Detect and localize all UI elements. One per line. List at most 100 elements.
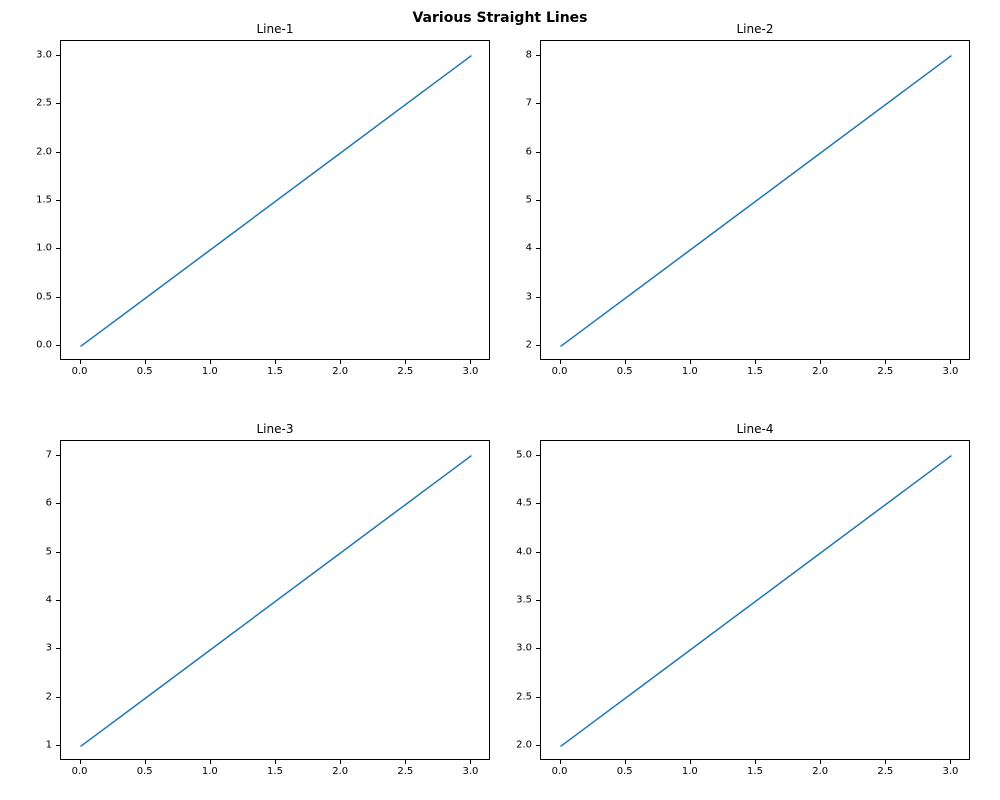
y-tick-label: 8: [492, 49, 532, 60]
y-tick: [56, 600, 60, 601]
y-tick: [56, 297, 60, 298]
x-tick: [885, 360, 886, 364]
x-tick-label: 2.5: [877, 766, 893, 777]
x-tick-label: 2.0: [812, 366, 828, 377]
y-tick: [56, 697, 60, 698]
y-tick: [536, 297, 540, 298]
x-tick-label: 2.5: [397, 366, 413, 377]
subplot-line-4: Line-4 0.00.51.01.52.02.53.02.02.53.03.5…: [540, 440, 970, 760]
y-tick-label: 2.5: [492, 691, 532, 702]
y-tick-label: 2: [12, 691, 52, 702]
x-tick: [275, 760, 276, 764]
x-tick-label: 2.0: [332, 366, 348, 377]
subplot-title: Line-1: [60, 22, 490, 36]
y-tick-label: 5: [492, 195, 532, 206]
x-tick: [340, 360, 341, 364]
axes-frame: [60, 440, 490, 760]
x-tick: [755, 760, 756, 764]
x-tick: [690, 760, 691, 764]
y-tick: [536, 600, 540, 601]
x-tick-label: 0.0: [552, 366, 568, 377]
x-tick-label: 0.5: [137, 366, 153, 377]
y-tick: [56, 503, 60, 504]
y-tick-label: 1.5: [12, 195, 52, 206]
y-tick: [56, 248, 60, 249]
y-tick: [56, 455, 60, 456]
y-tick: [536, 55, 540, 56]
x-tick-label: 1.5: [267, 366, 283, 377]
subplot-title: Line-2: [540, 22, 970, 36]
x-tick-label: 1.0: [202, 766, 218, 777]
x-tick: [470, 760, 471, 764]
line-plot: [541, 441, 971, 761]
x-tick: [690, 360, 691, 364]
subplot-title: Line-3: [60, 422, 490, 436]
x-tick-label: 0.0: [72, 366, 88, 377]
x-tick: [145, 360, 146, 364]
y-tick: [56, 648, 60, 649]
y-tick: [536, 552, 540, 553]
y-tick-label: 3.5: [492, 595, 532, 606]
y-tick: [536, 152, 540, 153]
axes-frame: [540, 440, 970, 760]
x-tick: [950, 760, 951, 764]
y-tick-label: 2.5: [12, 98, 52, 109]
y-tick-label: 0.0: [12, 340, 52, 351]
x-tick-label: 0.5: [137, 766, 153, 777]
subplot-line-1: Line-1 0.00.51.01.52.02.53.00.00.51.01.5…: [60, 40, 490, 360]
y-tick-label: 2.0: [492, 740, 532, 751]
x-tick-label: 1.0: [202, 366, 218, 377]
x-tick: [80, 360, 81, 364]
x-tick: [560, 360, 561, 364]
y-tick: [536, 697, 540, 698]
x-tick-label: 3.0: [463, 366, 479, 377]
subplot-line-2: Line-2 0.00.51.01.52.02.53.02345678: [540, 40, 970, 360]
y-tick-label: 4.0: [492, 546, 532, 557]
y-tick-label: 3.0: [492, 643, 532, 654]
x-tick-label: 0.0: [552, 766, 568, 777]
y-tick: [536, 200, 540, 201]
x-tick: [470, 360, 471, 364]
y-tick-label: 4: [12, 595, 52, 606]
y-tick-label: 6: [492, 146, 532, 157]
y-tick: [56, 152, 60, 153]
y-tick: [56, 103, 60, 104]
data-line: [81, 456, 472, 747]
y-tick-label: 5: [12, 546, 52, 557]
axes-frame: [540, 40, 970, 360]
y-tick: [536, 103, 540, 104]
y-tick: [536, 503, 540, 504]
line-plot: [61, 441, 491, 761]
x-tick: [275, 360, 276, 364]
x-tick-label: 1.5: [747, 766, 763, 777]
figure: Various Straight Lines Line-1 0.00.51.01…: [0, 0, 1000, 800]
y-tick-label: 4.5: [492, 498, 532, 509]
x-tick-label: 1.0: [682, 366, 698, 377]
y-tick: [56, 745, 60, 746]
y-tick-label: 0.5: [12, 291, 52, 302]
y-tick-label: 3: [492, 291, 532, 302]
y-tick: [56, 345, 60, 346]
x-tick: [560, 760, 561, 764]
x-tick: [950, 360, 951, 364]
x-tick-label: 1.5: [747, 366, 763, 377]
y-tick: [56, 55, 60, 56]
y-tick-label: 2: [492, 340, 532, 351]
y-tick-label: 1.0: [12, 243, 52, 254]
y-tick-label: 7: [492, 98, 532, 109]
x-tick-label: 0.5: [617, 766, 633, 777]
x-tick: [405, 760, 406, 764]
y-tick-label: 1: [12, 740, 52, 751]
line-plot: [61, 41, 491, 361]
x-tick: [625, 360, 626, 364]
x-tick: [340, 760, 341, 764]
y-tick-label: 3: [12, 643, 52, 654]
x-tick: [820, 760, 821, 764]
data-line: [561, 56, 952, 347]
x-tick: [820, 360, 821, 364]
x-tick-label: 0.5: [617, 366, 633, 377]
x-tick-label: 3.0: [943, 766, 959, 777]
x-tick: [80, 760, 81, 764]
line-plot: [541, 41, 971, 361]
x-tick: [145, 760, 146, 764]
